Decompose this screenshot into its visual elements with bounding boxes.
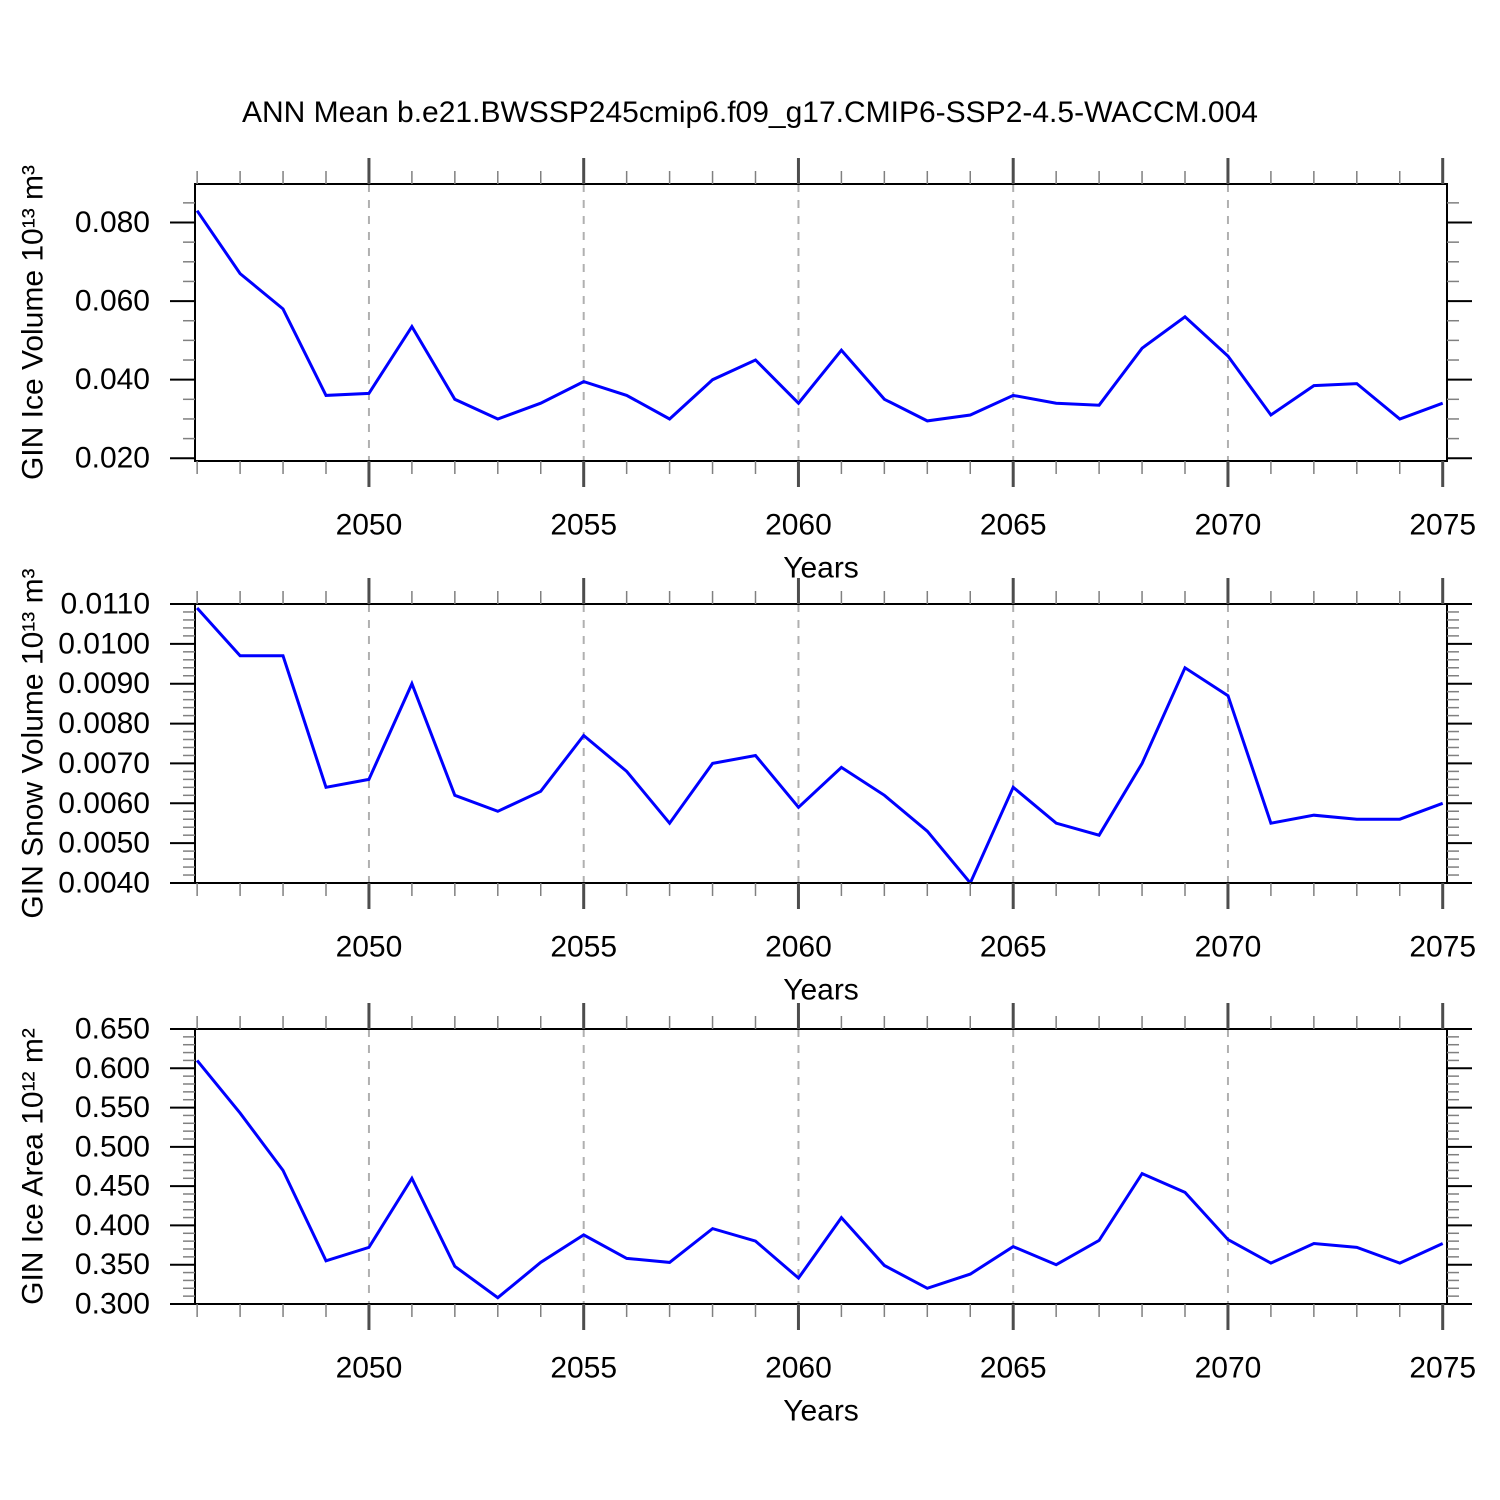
y-tick-label: 0.600 xyxy=(75,1052,150,1085)
x-tick-label: 2060 xyxy=(765,509,832,542)
x-tick-label: 2075 xyxy=(1409,931,1476,964)
y-axis-title: GIN Snow Volume 10¹³ m³ xyxy=(17,568,50,918)
y-tick-label: 0.550 xyxy=(75,1091,150,1124)
x-tick-label: 2050 xyxy=(336,509,403,542)
plot-frame xyxy=(194,183,1448,462)
y-tick-label: 0.0100 xyxy=(58,627,150,660)
y-tick-label: 0.060 xyxy=(75,285,150,318)
y-axis-title: GIN Ice Volume 10¹³ m³ xyxy=(17,165,50,480)
data-line-gin-ice-volume xyxy=(195,209,1444,423)
x-tick-label: 2050 xyxy=(336,931,403,964)
x-tick-label: 2055 xyxy=(550,931,617,964)
y-tick-label: 0.0110 xyxy=(60,588,150,621)
y-tick-label: 0.350 xyxy=(75,1248,150,1281)
x-tick-label: 2065 xyxy=(980,1352,1047,1385)
x-tick-label: 2065 xyxy=(980,509,1047,542)
x-tick-label: 2065 xyxy=(980,931,1047,964)
x-tick-label: 2050 xyxy=(336,1352,403,1385)
x-axis-title: Years xyxy=(783,1395,859,1428)
y-tick-label: 0.040 xyxy=(75,363,150,396)
y-tick-label: 0.0080 xyxy=(58,707,150,740)
y-tick-label: 0.500 xyxy=(75,1130,150,1163)
y-tick-label: 0.400 xyxy=(75,1209,150,1242)
plot-frame xyxy=(194,1028,1448,1305)
y-axis-title: GIN Ice Area 10¹² m² xyxy=(17,1028,50,1305)
y-tick-label: 0.650 xyxy=(75,1013,150,1046)
data-line-gin-ice-area xyxy=(195,1059,1444,1300)
x-tick-label: 2075 xyxy=(1409,509,1476,542)
y-tick-label: 0.0050 xyxy=(58,827,150,860)
x-tick-label: 2060 xyxy=(765,1352,832,1385)
x-tick-label: 2060 xyxy=(765,931,832,964)
x-axis-title: Years xyxy=(783,552,859,585)
x-tick-label: 2055 xyxy=(550,1352,617,1385)
x-tick-label: 2075 xyxy=(1409,1352,1476,1385)
x-tick-label: 2070 xyxy=(1195,931,1262,964)
y-tick-label: 0.300 xyxy=(75,1288,150,1321)
data-line-gin-snow-volume xyxy=(195,606,1444,886)
y-tick-label: 0.0060 xyxy=(58,787,150,820)
x-tick-label: 2070 xyxy=(1195,1352,1262,1385)
x-tick-label: 2070 xyxy=(1195,509,1262,542)
y-tick-label: 0.020 xyxy=(75,442,150,475)
x-axis-title: Years xyxy=(783,974,859,1007)
y-tick-label: 0.0070 xyxy=(58,747,150,780)
y-tick-label: 0.080 xyxy=(75,206,150,239)
figure-title: ANN Mean b.e21.BWSSP245cmip6.f09_g17.CMI… xyxy=(241,96,1258,129)
y-tick-label: 0.0090 xyxy=(58,667,150,700)
y-tick-label: 0.450 xyxy=(75,1170,150,1203)
y-tick-label: 0.0040 xyxy=(58,867,150,900)
plot-frame xyxy=(194,603,1448,884)
x-tick-label: 2055 xyxy=(550,509,617,542)
